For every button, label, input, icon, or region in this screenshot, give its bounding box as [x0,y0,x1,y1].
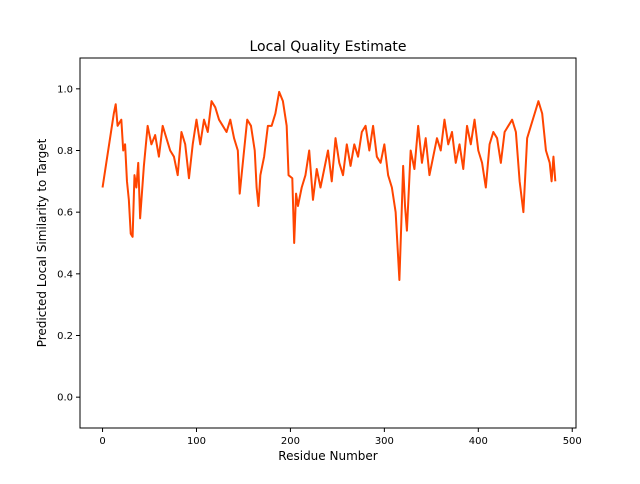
x-axis-label: Residue Number [278,449,377,463]
x-tick-label: 100 [187,436,206,447]
y-tick-label: 0.6 [57,208,73,219]
x-tick-label: 200 [281,436,300,447]
x-tick-label: 300 [375,436,394,447]
axes-frame [79,57,577,429]
chart-title: Local Quality Estimate [249,39,406,55]
x-tick-label: 500 [563,436,582,447]
x-tick-label: 0 [99,436,105,447]
y-axis-label: Predicted Local Similarity to Target [35,138,49,347]
y-tick-label: 0.2 [57,331,73,342]
y-tick-label: 1.0 [57,84,73,95]
y-tick-label: 0.4 [57,269,73,280]
y-tick-label: 0.8 [57,146,73,157]
x-tick-label: 400 [469,436,488,447]
data-line [101,90,557,281]
y-tick-label: 0.0 [57,393,73,404]
